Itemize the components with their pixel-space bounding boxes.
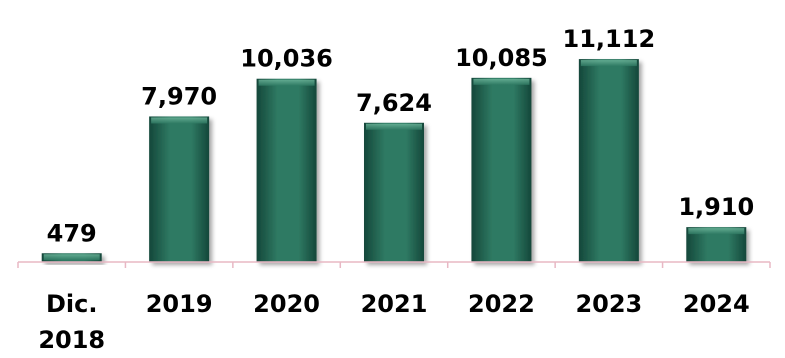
category-label-2: 2020 bbox=[253, 290, 320, 318]
value-label-3: 7,624 bbox=[356, 89, 432, 117]
category-label-3: 2021 bbox=[361, 290, 428, 318]
category-label-5: 2023 bbox=[575, 290, 642, 318]
bar-5 bbox=[578, 59, 639, 262]
bar-bevel-1 bbox=[151, 117, 208, 124]
value-label-4: 10,085 bbox=[455, 44, 548, 72]
value-labels: 479 7,970 10,036 7,624 10,085 11,112 1,910 bbox=[47, 25, 755, 247]
value-label-2: 10,036 bbox=[240, 45, 333, 73]
category-label-0-line1: 2018 bbox=[38, 326, 105, 354]
value-label-1: 7,970 bbox=[141, 82, 217, 110]
bars-group bbox=[41, 59, 747, 262]
category-label-1: 2019 bbox=[146, 290, 213, 318]
category-labels: Dic. 2018 2019 2020 2021 2022 2023 2024 bbox=[38, 290, 749, 354]
category-label-0: Dic. bbox=[46, 290, 98, 318]
value-label-5: 11,112 bbox=[563, 25, 656, 53]
category-label-4: 2022 bbox=[468, 290, 535, 318]
bar-bevel-3 bbox=[366, 123, 422, 130]
x-axis bbox=[17, 261, 771, 268]
bar-3 bbox=[364, 122, 424, 262]
bar-bevel-4 bbox=[473, 78, 530, 85]
bar-bevel-6 bbox=[688, 228, 745, 235]
bar-bevel-5 bbox=[580, 60, 637, 67]
bar-bevel-2 bbox=[258, 79, 315, 86]
category-label-6: 2024 bbox=[683, 290, 750, 318]
bar-4 bbox=[471, 77, 532, 262]
bar-bevel-0 bbox=[43, 254, 100, 261]
bar-2 bbox=[256, 78, 317, 262]
value-label-6: 1,910 bbox=[678, 193, 754, 221]
value-label-0: 479 bbox=[47, 219, 97, 247]
bar-1 bbox=[149, 116, 210, 262]
